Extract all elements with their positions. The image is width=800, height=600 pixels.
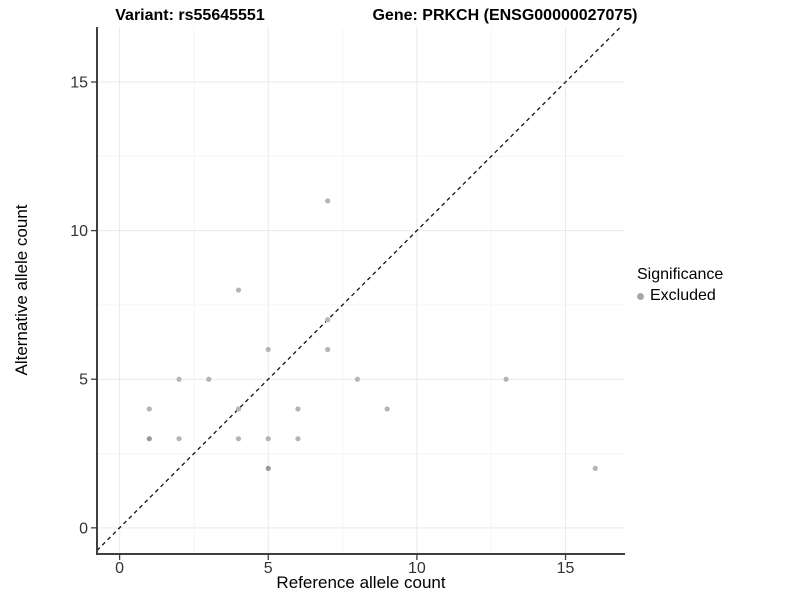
- data-point: [206, 376, 212, 382]
- x-tick-label: 5: [264, 560, 273, 577]
- data-point: [325, 346, 331, 353]
- data-point: [354, 376, 361, 382]
- legend-item-label: Excluded: [650, 287, 716, 304]
- data-point: [325, 317, 331, 323]
- legend-point-icon: [637, 292, 644, 300]
- data-point: [384, 406, 390, 412]
- data-point: [295, 406, 301, 412]
- data-point: [265, 436, 271, 442]
- data-point: [176, 376, 182, 382]
- x-tick-label: 0: [115, 560, 124, 577]
- data-point: [146, 436, 152, 442]
- legend-item-excluded: Excluded: [637, 287, 723, 305]
- data-point: [503, 376, 509, 382]
- y-axis-title: Alternative allele count: [12, 204, 31, 376]
- y-tick-label: 10: [70, 223, 88, 240]
- x-tick-label: 10: [408, 560, 426, 577]
- plot-title-variant: Variant: rs55645551: [115, 7, 265, 24]
- x-tick-label: 15: [557, 560, 575, 577]
- x-axis-title: Reference allele count: [276, 573, 446, 592]
- data-point: [235, 436, 242, 442]
- data-point: [295, 436, 301, 442]
- data-point: [146, 406, 152, 412]
- data-point: [235, 406, 242, 412]
- data-point: [265, 346, 271, 353]
- y-tick-label: 15: [70, 74, 88, 91]
- legend-title: Significance: [637, 266, 724, 283]
- data-point: [592, 465, 598, 471]
- data-point: [325, 198, 331, 204]
- data-point: [176, 436, 182, 442]
- data-point: [265, 465, 271, 471]
- identity-dashed-line: [96, 26, 622, 551]
- y-tick-label: 5: [79, 372, 88, 389]
- plot-title-gene: Gene: PRKCH (ENSG00000027075): [372, 7, 638, 24]
- legend: Significance Excluded: [637, 266, 723, 305]
- data-point: [235, 287, 242, 293]
- y-tick-label: 0: [79, 520, 88, 537]
